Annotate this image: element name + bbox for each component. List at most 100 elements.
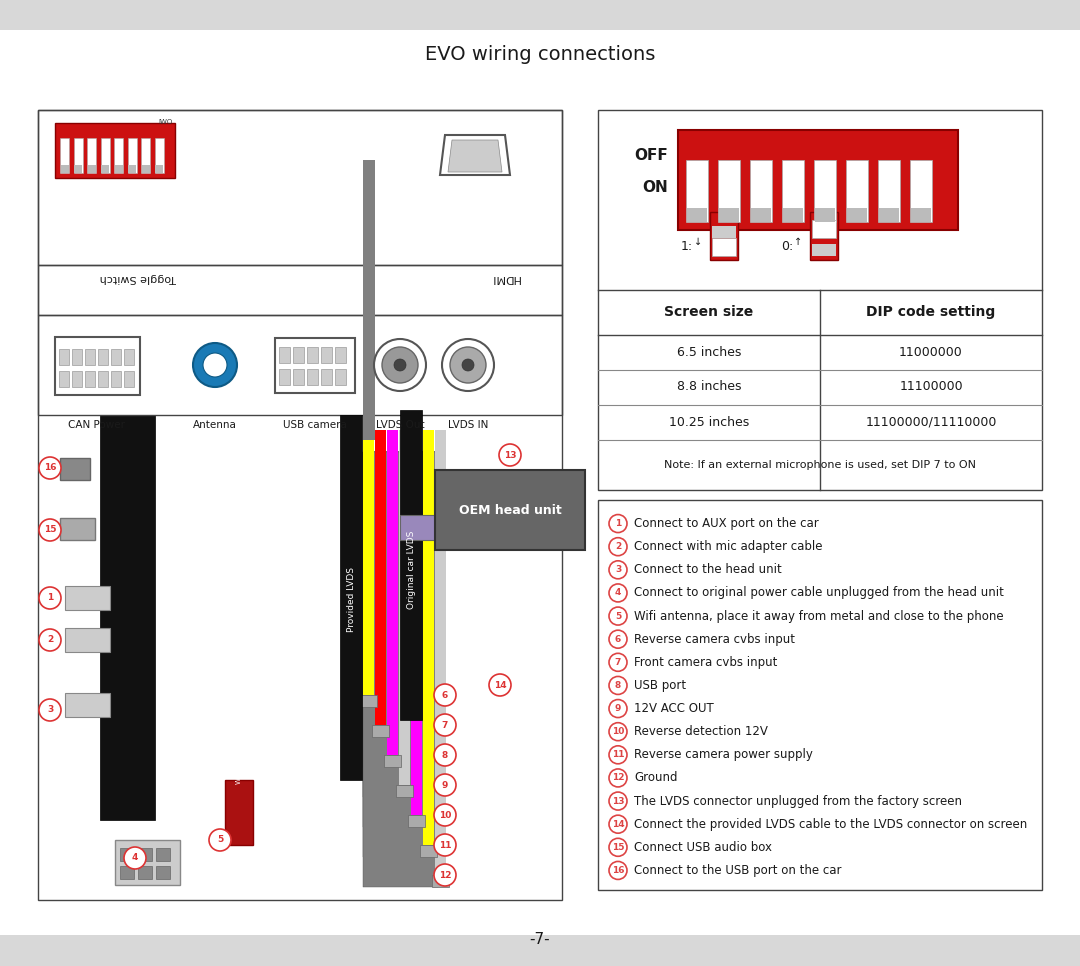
Bar	[363, 160, 375, 440]
Text: Toggle Switch: Toggle Switch	[100, 273, 176, 283]
Circle shape	[609, 862, 627, 879]
Text: USB camera: USB camera	[283, 420, 347, 430]
Bar	[912, 208, 931, 222]
Circle shape	[434, 774, 456, 796]
Text: 11: 11	[611, 751, 624, 759]
Text: 13: 13	[611, 797, 624, 806]
Circle shape	[450, 347, 486, 383]
Text: 5: 5	[217, 836, 224, 844]
Bar	[65, 693, 110, 717]
Bar	[293, 369, 303, 385]
Bar	[335, 369, 346, 385]
Text: EVO wiring connections: EVO wiring connections	[424, 45, 656, 65]
Text: 14: 14	[611, 820, 624, 829]
Circle shape	[609, 769, 627, 787]
Text: HDMI: HDMI	[490, 273, 519, 283]
Bar	[60, 138, 69, 173]
Text: 0:: 0:	[781, 241, 793, 253]
Bar	[363, 160, 375, 440]
Text: ON: ON	[643, 181, 669, 195]
Bar	[423, 430, 434, 845]
Bar	[686, 160, 708, 222]
Bar	[783, 208, 804, 222]
Text: 5: 5	[822, 295, 828, 305]
Text: -7-: -7-	[529, 932, 551, 948]
Bar	[138, 848, 152, 861]
Bar	[363, 452, 438, 797]
Text: 8: 8	[442, 751, 448, 759]
Bar	[293, 347, 303, 363]
Bar	[718, 160, 740, 222]
Text: ↓: ↓	[694, 237, 702, 247]
Text: 12V ACC OUT: 12V ACC OUT	[634, 702, 714, 715]
Bar	[98, 371, 108, 387]
Bar	[812, 244, 836, 256]
Text: 10: 10	[611, 727, 624, 736]
Text: 4: 4	[132, 854, 138, 863]
Text: 4: 4	[789, 295, 797, 305]
Bar	[114, 138, 123, 173]
Bar	[363, 160, 375, 440]
Bar	[687, 208, 707, 222]
Bar	[120, 848, 134, 861]
Text: LVDS IN: LVDS IN	[448, 420, 488, 430]
Circle shape	[442, 339, 494, 391]
Text: Reverse detection 12V: Reverse detection 12V	[634, 725, 768, 738]
Text: Screen size: Screen size	[664, 305, 754, 319]
Circle shape	[609, 746, 627, 764]
Bar	[846, 160, 868, 222]
Bar	[73, 138, 82, 173]
Text: 6.5 inches: 6.5 inches	[677, 346, 741, 358]
Bar	[375, 430, 386, 725]
Bar	[363, 452, 438, 857]
Bar	[275, 338, 355, 393]
Bar	[399, 430, 410, 785]
Bar	[138, 866, 152, 879]
Bar	[363, 160, 375, 440]
Circle shape	[382, 347, 418, 383]
Text: 7: 7	[442, 721, 448, 729]
Bar	[340, 415, 362, 780]
Text: 6: 6	[853, 295, 861, 305]
Bar	[372, 725, 389, 737]
Bar	[847, 208, 867, 222]
Polygon shape	[440, 135, 510, 175]
Bar	[321, 369, 332, 385]
Bar	[60, 518, 95, 540]
Bar	[411, 430, 422, 815]
Bar	[38, 265, 562, 315]
Bar	[396, 785, 413, 797]
Circle shape	[609, 561, 627, 579]
Bar	[55, 337, 140, 395]
Bar	[751, 208, 771, 222]
Circle shape	[499, 444, 521, 466]
Bar	[810, 212, 838, 260]
Text: 13: 13	[503, 450, 516, 460]
Bar	[156, 165, 163, 173]
Bar	[307, 347, 318, 363]
Circle shape	[39, 587, 60, 609]
Bar	[815, 208, 835, 222]
Bar	[59, 349, 69, 365]
Bar	[710, 212, 738, 260]
Bar	[225, 780, 253, 845]
Bar	[156, 848, 170, 861]
Text: 5: 5	[615, 611, 621, 620]
Text: 15: 15	[611, 842, 624, 852]
Text: Connect to original power cable unplugged from the head unit: Connect to original power cable unplugge…	[634, 586, 1004, 600]
Bar	[360, 695, 377, 707]
Text: 10: 10	[438, 810, 451, 819]
Text: Connect to the USB port on the car: Connect to the USB port on the car	[634, 864, 841, 877]
Bar	[100, 415, 156, 820]
Text: 3: 3	[757, 295, 765, 305]
Bar	[59, 371, 69, 387]
Bar	[879, 208, 899, 222]
Bar	[38, 315, 562, 415]
Circle shape	[609, 538, 627, 555]
Bar	[102, 165, 109, 173]
Circle shape	[193, 343, 237, 387]
Bar	[65, 628, 110, 652]
Text: IWO: IWO	[159, 119, 173, 125]
Bar	[678, 130, 958, 230]
Circle shape	[609, 630, 627, 648]
